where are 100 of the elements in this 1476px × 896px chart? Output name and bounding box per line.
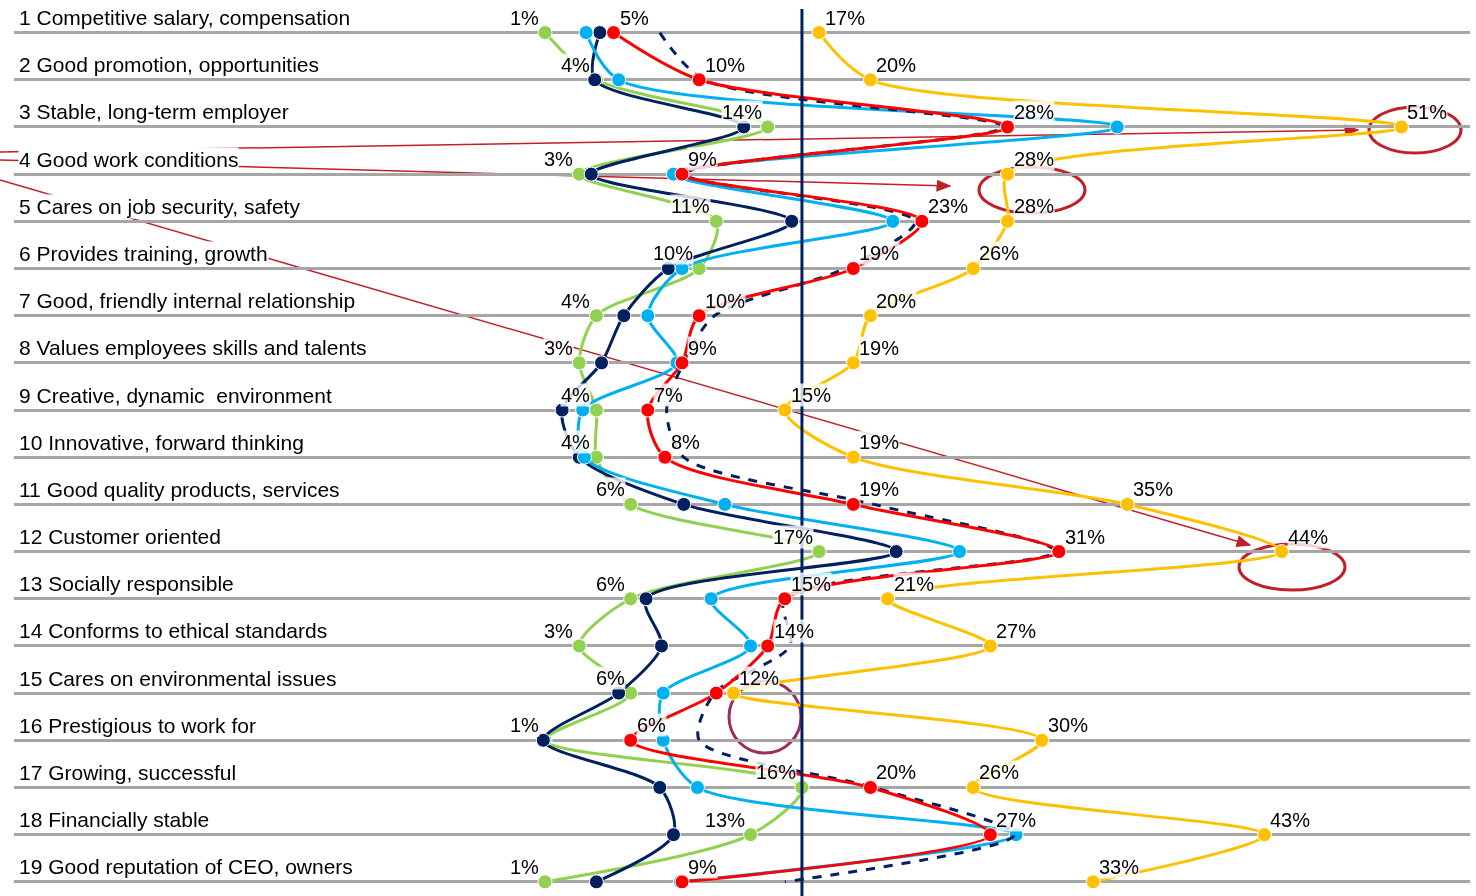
point (665, 827, 681, 843)
data-label: 21% (894, 573, 935, 595)
data-label: 19% (859, 431, 900, 453)
data-label: 1% (510, 7, 540, 29)
point (760, 638, 776, 654)
point (654, 638, 669, 654)
point (578, 25, 594, 41)
point (743, 827, 759, 843)
point (811, 25, 827, 41)
point (1119, 496, 1135, 512)
data-label: 4% (561, 54, 591, 76)
point (623, 591, 639, 607)
data-label: 8% (671, 431, 701, 453)
data-label: 3% (544, 337, 574, 359)
point (691, 308, 707, 324)
data-label: 28% (1014, 101, 1055, 123)
point (952, 544, 968, 560)
data-label: 7% (654, 384, 684, 406)
point (588, 308, 604, 324)
point (657, 449, 673, 465)
data-label: 9% (688, 856, 718, 878)
y-tick-label: 7 Good, friendly internal relationship (19, 289, 356, 312)
point (674, 166, 690, 182)
data-label: 6% (596, 478, 626, 500)
y-tick-label: 19 Good reputation of CEO, owners (19, 855, 353, 878)
data-label: 30% (1048, 714, 1089, 736)
data-label: 10% (705, 290, 746, 312)
y-tick-label: 17 Growing, successful (19, 761, 237, 784)
y-tick-label: 5 Cares on job security, safety (19, 195, 301, 218)
point (717, 496, 733, 512)
data-label: 16% (756, 761, 797, 783)
data-label: 28% (1014, 195, 1055, 217)
point (640, 402, 656, 418)
point (708, 213, 724, 229)
data-label: 13% (705, 809, 746, 831)
y-tick-label: 11 Good quality products, services (19, 478, 340, 501)
point (640, 308, 656, 324)
point (725, 685, 741, 701)
data-label: 23% (928, 195, 969, 217)
point (1109, 119, 1125, 135)
data-label: 12% (739, 667, 780, 689)
point (1256, 827, 1272, 843)
point (606, 25, 622, 41)
point (880, 591, 896, 607)
y-tick-label: 1 Competitive salary, compensation (19, 6, 351, 29)
data-label: 15% (791, 384, 832, 406)
point (611, 72, 627, 88)
data-label: 3% (544, 148, 574, 170)
point (638, 591, 654, 607)
y-tick-label: 16 Prestigious to work for (19, 714, 256, 737)
data-label: 15% (791, 573, 832, 595)
point (965, 260, 981, 276)
point (571, 355, 587, 371)
point (674, 355, 690, 371)
point (845, 449, 861, 465)
point (708, 685, 724, 701)
point (965, 779, 981, 795)
point (862, 779, 878, 795)
y-tick-label: 8 Values employees skills and talents (19, 336, 367, 359)
y-tick-label: 13 Socially responsible (19, 572, 234, 595)
data-label: 6% (596, 667, 626, 689)
data-label: 11% (671, 195, 710, 217)
point (689, 779, 705, 795)
point (845, 260, 861, 276)
point (676, 496, 692, 512)
y-tick-label: 2 Good promotion, opportunities (19, 53, 320, 76)
point (862, 308, 878, 324)
data-label: 27% (996, 809, 1037, 831)
point (537, 874, 553, 890)
data-label: 3% (544, 620, 574, 642)
data-label: 1% (510, 856, 540, 878)
data-label: 9% (688, 337, 718, 359)
point (914, 213, 930, 229)
point (811, 544, 827, 560)
data-label: 14% (774, 620, 815, 642)
data-label: 20% (876, 761, 917, 783)
point (982, 827, 998, 843)
point (845, 355, 861, 371)
point (777, 402, 793, 418)
point (760, 119, 776, 135)
data-label: 43% (1270, 809, 1311, 831)
data-label: 6% (637, 714, 667, 736)
data-label: 51% (1407, 101, 1448, 123)
y-tick-label: 4 Good work conditions (19, 148, 239, 171)
data-label: 10% (653, 242, 694, 264)
data-label: 17% (825, 7, 866, 29)
point (583, 166, 599, 182)
point (1000, 166, 1016, 182)
point (845, 496, 861, 512)
point (537, 25, 553, 41)
point (982, 638, 998, 654)
point (691, 72, 707, 88)
data-label: 35% (1133, 478, 1174, 500)
y-tick-label: 14 Conforms to ethical standards (19, 619, 328, 642)
data-label: 26% (979, 242, 1020, 264)
data-label: 14% (722, 101, 763, 123)
y-tick-label: 12 Customer oriented (19, 525, 221, 548)
point (588, 402, 604, 418)
point (1274, 544, 1290, 560)
y-tick-label: 18 Financially stable (19, 808, 210, 831)
